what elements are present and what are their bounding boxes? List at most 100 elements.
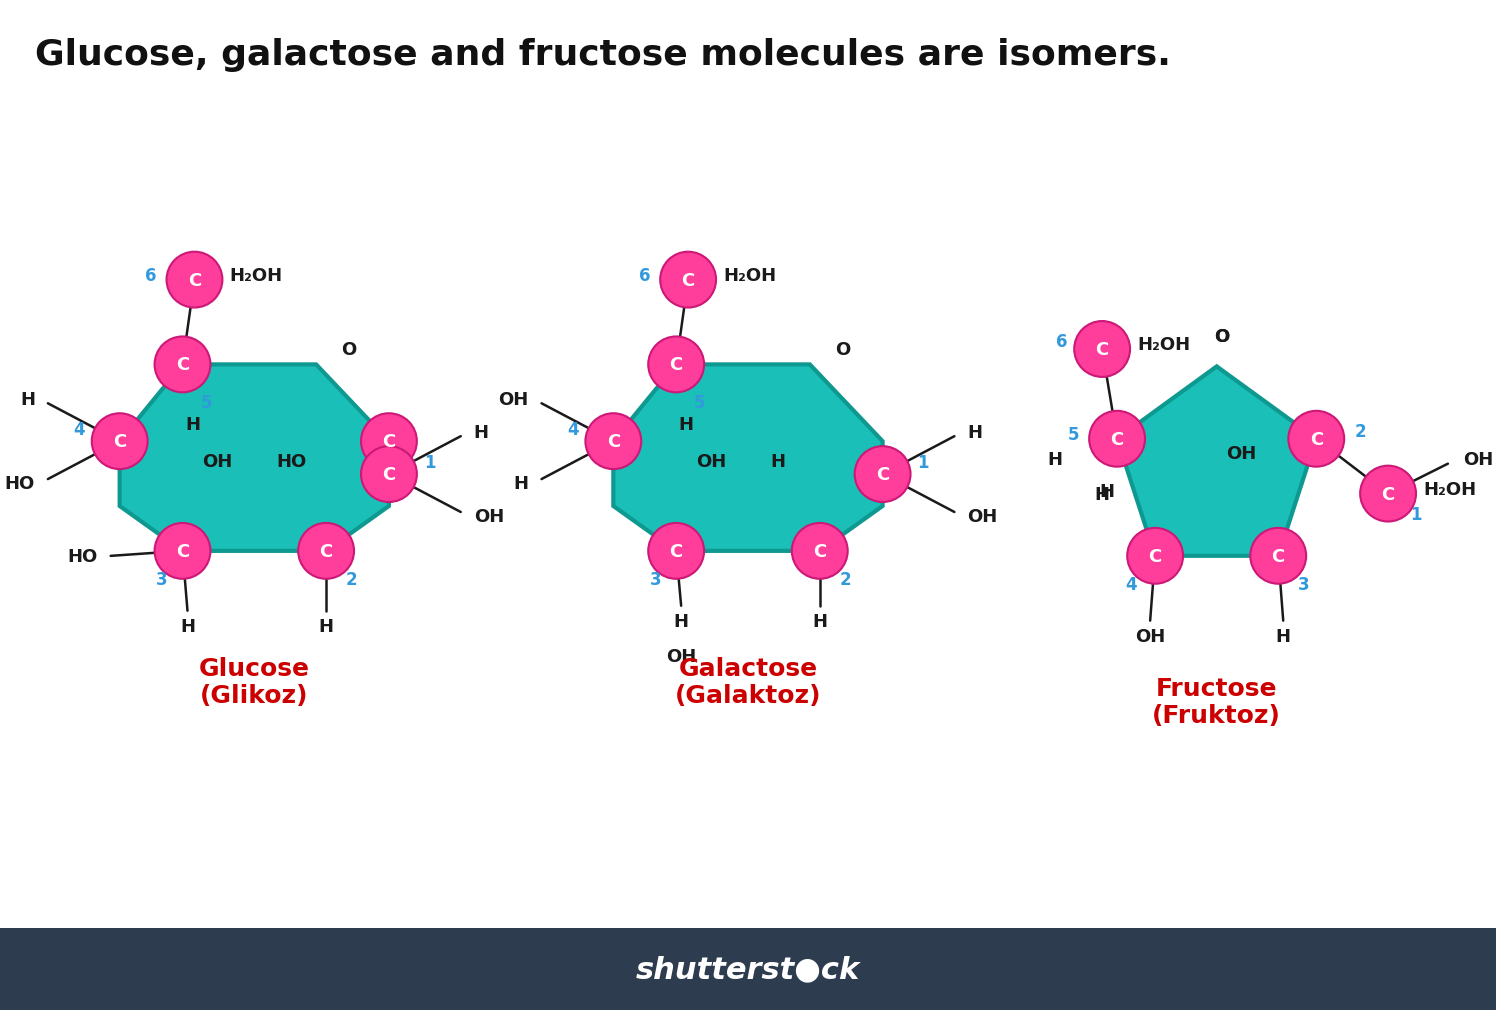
Text: C: C: [1110, 431, 1124, 448]
Text: C: C: [669, 356, 682, 374]
Circle shape: [1251, 529, 1306, 584]
Text: C: C: [176, 356, 189, 374]
Text: C: C: [1149, 547, 1162, 565]
Text: C: C: [1382, 485, 1395, 503]
Text: C: C: [1272, 547, 1286, 565]
Text: C: C: [1310, 431, 1323, 448]
Text: C: C: [681, 271, 694, 289]
Text: OH: OH: [968, 508, 998, 526]
Circle shape: [660, 253, 716, 308]
Text: shutterst●ck: shutterst●ck: [636, 954, 860, 984]
Text: C: C: [112, 433, 126, 451]
Circle shape: [362, 447, 417, 502]
Text: 4: 4: [1125, 575, 1137, 593]
Text: O: O: [340, 341, 357, 359]
Text: C: C: [320, 542, 333, 560]
Text: 1: 1: [424, 454, 435, 472]
Circle shape: [855, 447, 910, 502]
Text: 1: 1: [1410, 506, 1422, 523]
Text: 3: 3: [650, 570, 662, 588]
Circle shape: [1360, 466, 1416, 522]
Text: 5: 5: [694, 394, 705, 411]
Text: H: H: [20, 391, 34, 408]
Text: OH: OH: [666, 647, 696, 665]
Text: OH: OH: [1227, 445, 1257, 463]
Circle shape: [648, 337, 704, 393]
Polygon shape: [614, 365, 882, 551]
Text: OH: OH: [1462, 450, 1492, 468]
Circle shape: [92, 413, 147, 470]
Text: H: H: [678, 416, 693, 434]
Circle shape: [362, 413, 417, 470]
Text: O: O: [1214, 329, 1230, 346]
Text: H: H: [1047, 450, 1062, 468]
Text: 6: 6: [146, 266, 156, 284]
Text: H: H: [318, 617, 333, 635]
Text: H₂OH: H₂OH: [723, 266, 776, 284]
Text: OH: OH: [202, 453, 232, 471]
Text: H₂OH: H₂OH: [1137, 336, 1190, 354]
Text: 3: 3: [1298, 575, 1310, 593]
Text: H: H: [813, 612, 828, 630]
Text: 5: 5: [201, 394, 211, 411]
Text: 3: 3: [156, 570, 168, 588]
Polygon shape: [1118, 367, 1317, 556]
Text: H: H: [184, 416, 200, 434]
Circle shape: [1089, 411, 1144, 467]
Text: H: H: [968, 424, 982, 442]
Text: 6: 6: [1056, 333, 1066, 351]
Text: C: C: [188, 271, 201, 289]
Polygon shape: [120, 365, 388, 551]
Text: C: C: [382, 466, 396, 483]
Text: Glucose, galactose and fructose molecules are isomers.: Glucose, galactose and fructose molecule…: [34, 38, 1172, 72]
Text: C: C: [669, 542, 682, 560]
Text: H: H: [1100, 482, 1114, 500]
Text: H: H: [1275, 627, 1290, 645]
Text: H: H: [513, 474, 528, 492]
Text: H: H: [770, 453, 784, 471]
Text: H: H: [474, 424, 489, 442]
Text: O: O: [834, 341, 850, 359]
Text: 4: 4: [567, 421, 579, 439]
Text: HO: HO: [4, 474, 34, 492]
Circle shape: [1126, 529, 1184, 584]
Text: H: H: [674, 612, 688, 630]
Text: 1: 1: [918, 454, 928, 472]
Text: HO: HO: [276, 453, 306, 471]
FancyBboxPatch shape: [0, 928, 1496, 1010]
Text: C: C: [606, 433, 619, 451]
Text: C: C: [1095, 341, 1108, 359]
Text: 2: 2: [840, 570, 852, 588]
Text: Glucose
(Glikoz): Glucose (Glikoz): [200, 656, 310, 708]
Text: Galactose
(Galaktoz): Galactose (Galaktoz): [675, 656, 820, 708]
Text: OH: OH: [696, 453, 726, 471]
Text: OH: OH: [474, 508, 504, 526]
Text: 5: 5: [1068, 426, 1078, 443]
Text: 6: 6: [639, 266, 650, 284]
Text: C: C: [813, 542, 826, 560]
Text: C: C: [382, 433, 396, 451]
Circle shape: [166, 253, 222, 308]
Circle shape: [1074, 321, 1130, 377]
Circle shape: [1288, 411, 1344, 467]
Text: C: C: [176, 542, 189, 560]
Text: OH: OH: [1136, 627, 1166, 645]
Text: Fructose
(Fruktoz): Fructose (Fruktoz): [1152, 676, 1281, 728]
Text: H₂OH: H₂OH: [1424, 480, 1476, 498]
Text: 2: 2: [1354, 423, 1366, 441]
Circle shape: [154, 524, 210, 579]
Text: OH: OH: [498, 391, 528, 408]
Circle shape: [585, 413, 642, 470]
Text: HO: HO: [68, 547, 98, 565]
Text: C: C: [876, 466, 890, 483]
Text: H: H: [1095, 485, 1110, 503]
Circle shape: [648, 524, 704, 579]
Circle shape: [792, 524, 847, 579]
Circle shape: [154, 337, 210, 393]
Text: 2: 2: [346, 570, 357, 588]
Text: H₂OH: H₂OH: [230, 266, 282, 284]
Text: O: O: [1214, 329, 1230, 346]
Text: H: H: [180, 617, 195, 635]
Circle shape: [298, 524, 354, 579]
Text: 4: 4: [74, 421, 86, 439]
